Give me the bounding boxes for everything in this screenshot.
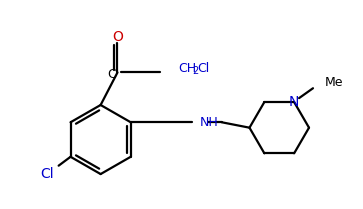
Text: C: C <box>107 68 116 81</box>
Text: NH: NH <box>200 116 219 129</box>
Text: 2: 2 <box>192 66 198 76</box>
Text: CH: CH <box>178 62 196 75</box>
Text: Cl: Cl <box>40 167 53 181</box>
Text: Cl: Cl <box>197 62 209 75</box>
Text: O: O <box>112 30 123 44</box>
Text: N: N <box>289 95 299 109</box>
Text: Me: Me <box>325 76 343 89</box>
